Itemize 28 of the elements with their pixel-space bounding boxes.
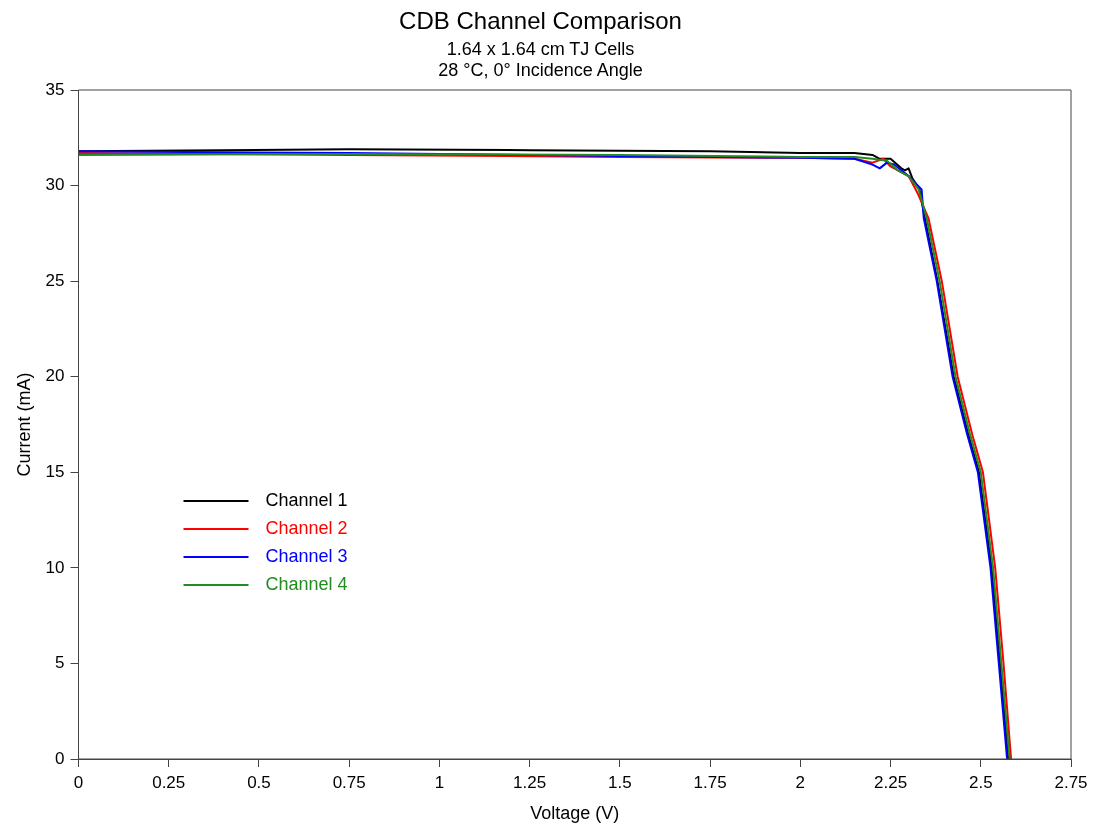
x-tick-label: 0.5	[247, 772, 271, 792]
legend-label: Channel 3	[265, 545, 348, 566]
x-tick-label: 2.75	[1054, 772, 1088, 792]
y-tick-label: 30	[45, 175, 65, 195]
y-tick-label: 0	[55, 748, 65, 768]
x-tick-label: 1.75	[693, 772, 727, 792]
y-tick-label: 20	[45, 366, 65, 386]
x-tick-label: 1.5	[608, 772, 632, 792]
y-axis-title: Current (mA)	[13, 372, 34, 477]
x-tick-label: 1.25	[513, 772, 547, 792]
legend-label: Channel 1	[265, 489, 348, 510]
y-tick-label: 15	[45, 461, 65, 481]
y-tick-label: 35	[45, 79, 65, 99]
chart-title: CDB Channel Comparison	[399, 7, 682, 35]
x-tick-label: 0.75	[332, 772, 366, 792]
legend-label: Channel 2	[265, 517, 348, 538]
x-tick-label: 2	[795, 772, 806, 792]
x-tick-label: 2.5	[968, 772, 993, 792]
y-tick-label: 5	[55, 653, 65, 673]
y-tick-label: 10	[45, 557, 65, 577]
x-tick-label: 2.25	[874, 772, 908, 792]
chart-subtitle: 1.64 x 1.64 cm TJ Cells 28 °C, 0° Incidence Angle	[438, 38, 643, 81]
x-tick-label: 1	[434, 772, 445, 792]
x-tick-label: 0	[73, 772, 84, 792]
y-tick-label: 25	[45, 270, 65, 290]
x-tick-label: 0.25	[152, 772, 186, 792]
x-axis-title: Voltage (V)	[530, 803, 620, 824]
legend-label: Channel 4	[265, 573, 348, 594]
